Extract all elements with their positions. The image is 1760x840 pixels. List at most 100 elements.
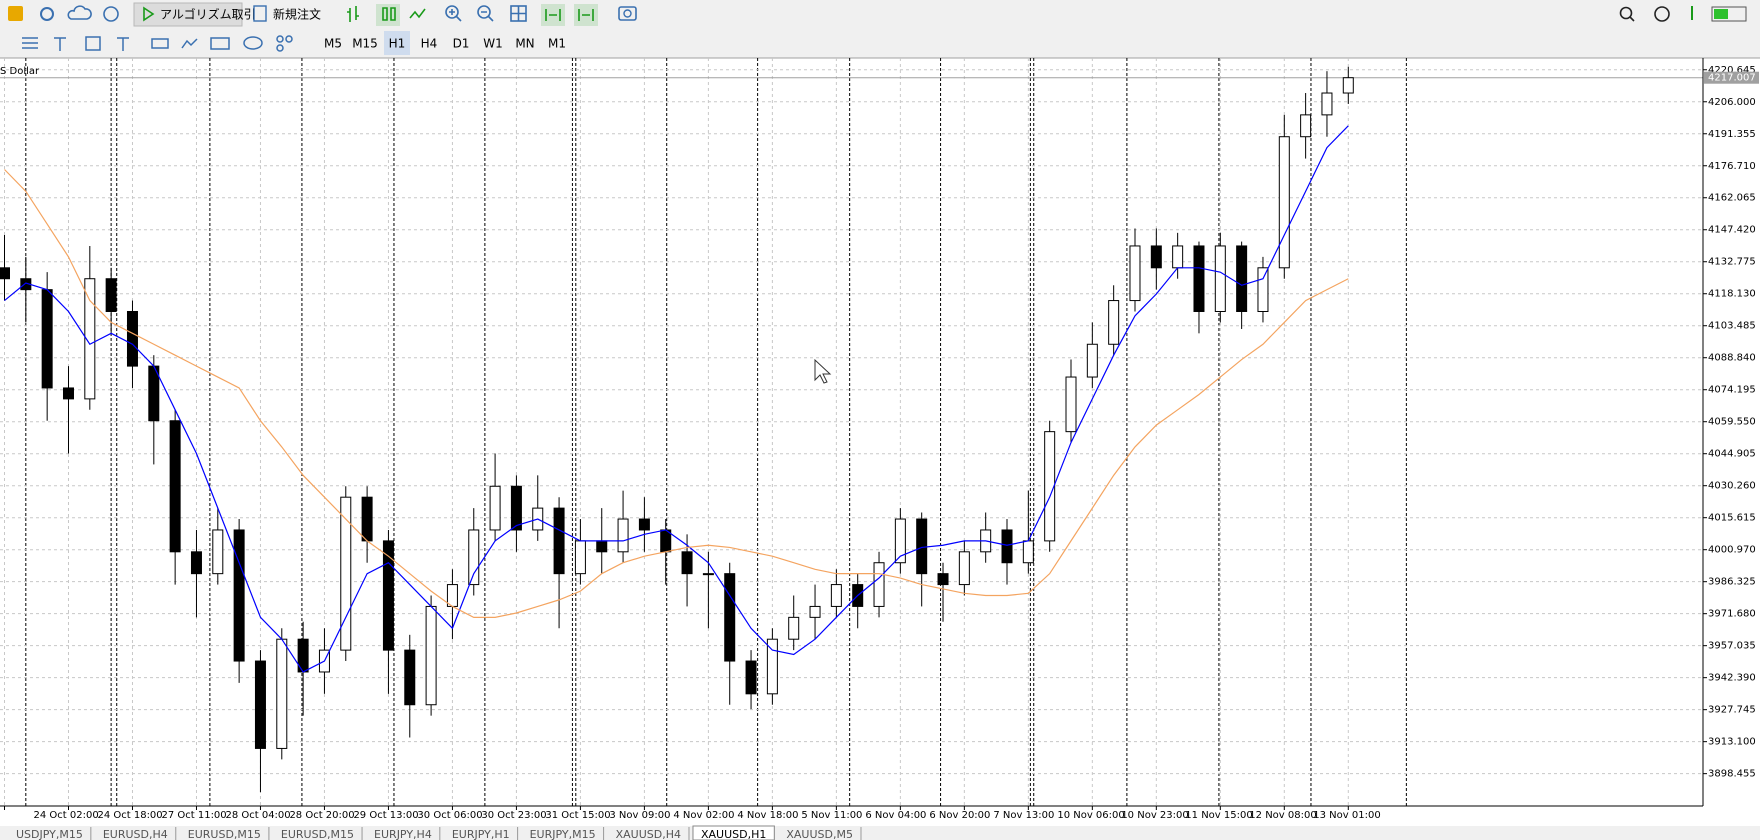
candle-body	[681, 551, 693, 575]
chart-type-icons	[347, 4, 426, 26]
y-tick-label: 3957.035	[1708, 641, 1756, 652]
candle-body	[1300, 114, 1312, 138]
chart-tab[interactable]: EURJPY,H1	[452, 828, 510, 840]
zoom-icons	[445, 5, 527, 22]
tool-lines[interactable]	[22, 37, 38, 49]
y-tick-label: 4059.550	[1708, 417, 1756, 428]
candle-body	[425, 605, 437, 706]
tool-ok[interactable]	[210, 37, 230, 50]
tool-rect[interactable]	[85, 36, 101, 51]
chart-tab[interactable]: EURJPY,H4	[374, 828, 432, 840]
y-tick-label: 4132.775	[1708, 257, 1756, 268]
timeframe-button[interactable]: H1	[389, 37, 406, 51]
candle-body	[937, 573, 949, 586]
candle-body	[340, 496, 352, 651]
algo-trading-label[interactable]: アルゴリズム取引	[160, 7, 256, 22]
timeframe-button[interactable]: MN	[515, 37, 534, 51]
y-tick-label: 4176.710	[1708, 161, 1756, 172]
icon-cloud[interactable]	[67, 5, 92, 20]
tab-bar	[0, 826, 1760, 840]
moving-average	[4, 125, 1349, 673]
tool-text[interactable]	[54, 37, 66, 51]
candle-body	[126, 310, 138, 367]
tool-label[interactable]	[117, 37, 129, 51]
timeframe-button[interactable]: W1	[483, 37, 503, 51]
x-tick-label: 6 Nov 04:00	[865, 810, 926, 821]
icon-new-order[interactable]	[253, 5, 267, 22]
icon-vps[interactable]	[103, 6, 119, 22]
mouse-cursor	[814, 358, 832, 384]
chart-tab[interactable]: XAUUSD,H4	[616, 828, 681, 840]
candle-body	[553, 507, 565, 575]
candle-body	[41, 289, 53, 389]
candle-body	[724, 573, 736, 662]
icon-line[interactable]	[409, 8, 426, 19]
x-tick-label: 24 Oct 02:00	[33, 810, 98, 821]
chart-tab[interactable]: XAUUSD,M5	[786, 828, 853, 840]
candle-body	[788, 616, 800, 640]
new-order-label[interactable]: 新規注文	[273, 7, 321, 22]
chart-tab[interactable]: EURUSD,M15	[188, 828, 261, 840]
x-tick-label: 10 Nov 06:00	[1057, 810, 1124, 821]
y-tick-label: 3942.390	[1708, 673, 1756, 684]
candle-body	[830, 584, 842, 607]
chart-tab[interactable]: EURUSD,H4	[103, 828, 168, 840]
y-tick-label: 3986.325	[1708, 577, 1756, 588]
y-tick-label: 4044.905	[1708, 449, 1756, 460]
candle-body	[809, 605, 821, 618]
x-tick-label: 28 Oct 04:00	[225, 810, 290, 821]
timeframe-button[interactable]: H4	[421, 37, 438, 51]
x-tick-label: 31 Oct 15:00	[545, 810, 610, 821]
chart-tab[interactable]: EURUSD,M15	[281, 828, 354, 840]
candle-body	[873, 562, 885, 607]
algo-button[interactable]	[133, 2, 243, 27]
timeframes: M5 M15 H1 H4 D1 W1 MN M1	[324, 31, 566, 55]
candle-body	[1214, 245, 1226, 312]
candle-body	[361, 496, 373, 542]
timeframe-button[interactable]: M5	[324, 37, 342, 51]
icon-candles-bg[interactable]	[376, 4, 400, 26]
candle-body	[660, 529, 672, 553]
tool-object[interactable]	[151, 38, 169, 49]
candle-body	[382, 540, 394, 651]
y-tick-label: 4191.355	[1708, 129, 1756, 140]
icon-search[interactable]	[1619, 6, 1633, 20]
chart: 4220.645 4206.000 4191.355 4176.710 4162.065…	[0, 58, 1759, 821]
candle-body	[276, 638, 288, 749]
icon-play	[143, 6, 155, 22]
candle-body	[212, 529, 224, 575]
icon-signal[interactable]	[40, 7, 54, 21]
y-tick-label: 3898.455	[1708, 769, 1756, 780]
candle-body	[169, 420, 181, 553]
candle-body	[446, 584, 458, 607]
chart-tab[interactable]: EURJPY,M15	[530, 828, 596, 840]
icon-account[interactable]	[1654, 6, 1670, 22]
candle-body	[1150, 245, 1162, 269]
icon-bag[interactable]	[8, 6, 23, 21]
icon-candles[interactable]	[382, 7, 396, 21]
timeframe-button[interactable]: M1	[548, 37, 566, 51]
icon-zoom-out[interactable]	[477, 5, 491, 19]
tool-more[interactable]	[276, 35, 284, 43]
candle-body	[1022, 540, 1034, 564]
chart-tab[interactable]: XAUUSD,H1	[701, 828, 766, 840]
timeframe-button[interactable]: D1	[453, 37, 470, 51]
candle-body	[404, 649, 416, 706]
icon-screenshot[interactable]	[618, 6, 637, 21]
candle-body	[596, 540, 608, 553]
tool-indicator[interactable]	[181, 38, 198, 49]
chart-tab[interactable]: USDJPY,M15	[16, 828, 83, 840]
icon-bars[interactable]	[347, 6, 359, 22]
timeframe-button[interactable]: M15	[352, 37, 378, 51]
icon-zoom-in[interactable]	[445, 5, 459, 19]
x-tick-label: 28 Oct 20:00	[289, 810, 354, 821]
x-tick-label: 24 Oct 18:00	[97, 810, 162, 821]
tool-shapes[interactable]	[243, 36, 263, 50]
candle-body	[1278, 136, 1290, 269]
y-tick-label: 4118.130	[1708, 289, 1756, 300]
y-tick-label: 3971.680	[1708, 609, 1756, 620]
candle-body	[510, 485, 522, 531]
x-tick-label: 7 Nov 13:00	[993, 810, 1054, 821]
x-tick-label: 4 Nov 18:00	[737, 810, 798, 821]
